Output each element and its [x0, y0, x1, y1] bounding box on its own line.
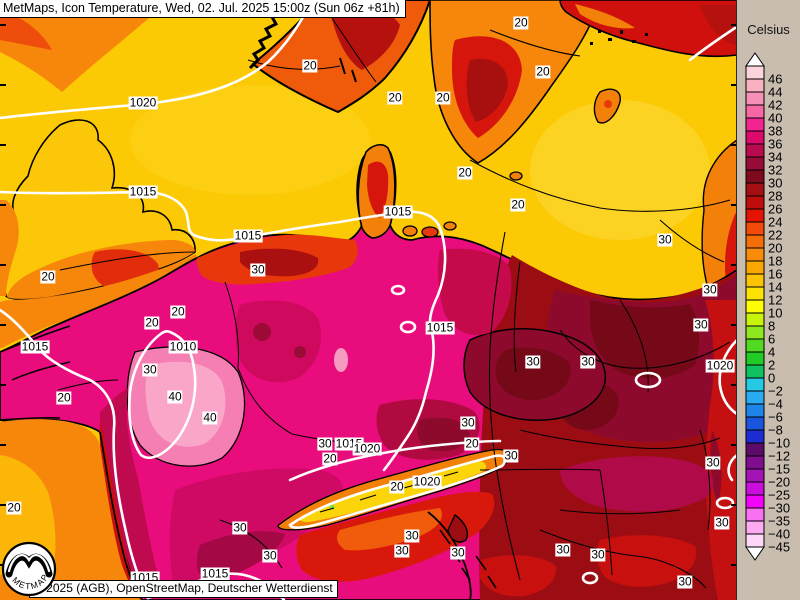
legend-value: 6: [768, 332, 775, 347]
map-label-contour: 30: [317, 436, 333, 451]
map-label-isobar: 1010: [168, 339, 198, 354]
metmaps-logo: METMAPS: [0, 533, 57, 597]
map-label-contour: 30: [142, 362, 158, 377]
map-label-isobar: 1020: [128, 95, 158, 110]
title-bar: MetMaps, Icon Temperature, Wed, 02. Jul.…: [0, 0, 406, 18]
map-label-contour: 20: [144, 315, 160, 330]
map-label-contour: 30: [705, 455, 721, 470]
metmaps-logo-icon: METMAPS: [0, 533, 57, 597]
weather-map[interactable]: 1020 1015 1015 1015 1015 1015 1010 1015 1015 1015…: [0, 0, 737, 600]
map-label-contour: 20: [6, 500, 22, 515]
legend-value: −35: [768, 514, 790, 529]
map-label-contour: 30: [693, 317, 709, 332]
legend-value: −12: [768, 449, 790, 464]
legend-value: 40: [768, 111, 782, 126]
legend-value: −6: [768, 410, 783, 425]
map-label-contour: 20: [535, 64, 551, 79]
legend-value: 12: [768, 293, 782, 308]
map-label-isobar: 1020: [705, 358, 735, 373]
legend-value: −4: [768, 397, 783, 412]
map-label-isobar: 1020: [412, 474, 442, 489]
legend-value: −45: [768, 540, 790, 555]
map-label-contour: 20: [56, 390, 72, 405]
legend-value: −25: [768, 488, 790, 503]
map-label-contour: 20: [389, 479, 405, 494]
colorbar-scale: 4644424038363432302826242220181614121086…: [745, 52, 790, 561]
legend-value: 28: [768, 189, 782, 204]
map-label-isobar: 1015: [233, 228, 263, 243]
map-label-contour: 30: [460, 415, 476, 430]
map-label-contour: 30: [250, 262, 266, 277]
map-label-isobar: 1015: [383, 204, 413, 219]
legend-value: 4: [768, 345, 775, 360]
legend-value: 0: [768, 371, 775, 386]
temperature-map-art: [0, 0, 737, 600]
legend-title: Celsius: [747, 22, 790, 37]
map-title: MetMaps, Icon Temperature, Wed, 02. Jul.…: [3, 1, 400, 15]
map-label-isobar: 1015: [200, 566, 230, 581]
copyright-bar: © 2025 (AGB), OpenStreetMap, Deutscher W…: [29, 580, 338, 598]
map-label-contour: 30: [657, 232, 673, 247]
legend-value: 42: [768, 98, 782, 113]
legend-value: 14: [768, 280, 782, 295]
legend-value: 30: [768, 176, 782, 191]
legend-value: 22: [768, 228, 782, 243]
legend-value: −2: [768, 384, 783, 399]
map-label-isobar: 1020: [352, 441, 382, 456]
legend-value: −10: [768, 436, 790, 451]
map-label-contour: 20: [170, 304, 186, 319]
legend-value: −20: [768, 475, 790, 490]
map-label-contour: 30: [503, 448, 519, 463]
map-label-contour: 20: [464, 436, 480, 451]
map-label-isobar: 1015: [425, 320, 455, 335]
legend-value: 44: [768, 85, 782, 100]
map-label-contour: 20: [302, 58, 318, 73]
map-label-contour: 30: [580, 354, 596, 369]
map-label-contour: 20: [435, 90, 451, 105]
map-label-isobar: 1015: [128, 184, 158, 199]
legend-value: −30: [768, 501, 790, 516]
map-label-contour: 20: [457, 165, 473, 180]
map-label-contour: 40: [167, 389, 183, 404]
legend-value: 18: [768, 254, 782, 269]
map-label-contour: 30: [590, 547, 606, 562]
map-label-contour: 30: [702, 282, 718, 297]
map-label-contour: 20: [40, 269, 56, 284]
legend-value: 16: [768, 267, 782, 282]
legend-value: 20: [768, 241, 782, 256]
map-label-contour: 30: [714, 515, 730, 530]
map-label-contour: 30: [262, 548, 278, 563]
temperature-legend: Celsius 46 44 42 40 38 36 34 32 30 28 26 24 22 20 18 16…: [736, 0, 800, 600]
legend-value: −8: [768, 423, 783, 438]
copyright-text: © 2025 (AGB), OpenStreetMap, Deutscher W…: [34, 581, 333, 595]
legend-value: 46: [768, 72, 782, 87]
legend-value: 10: [768, 306, 782, 321]
legend-value: 8: [768, 319, 775, 334]
map-label-contour: 30: [677, 574, 693, 589]
map-label-contour: 30: [232, 520, 248, 535]
legend-value: 38: [768, 124, 782, 139]
map-label-contour: 20: [510, 197, 526, 212]
map-label-contour: 30: [394, 543, 410, 558]
legend-value: 24: [768, 215, 782, 230]
map-label-contour: 30: [404, 528, 420, 543]
legend-value: 32: [768, 163, 782, 178]
legend-value: −15: [768, 462, 790, 477]
legend-value: −40: [768, 527, 790, 542]
colorbar: 46 44 42 40 38 36 34 32 30 28 26 24 22 20 18 16 14 12 10 8 6…: [745, 52, 800, 572]
legend-value: 34: [768, 150, 782, 165]
legend-value: 2: [768, 358, 775, 373]
map-label-contour: 20: [387, 90, 403, 105]
map-label-contour: 30: [450, 545, 466, 560]
map-label-contour: 30: [525, 354, 541, 369]
legend-value: 26: [768, 202, 782, 217]
map-label-contour: 40: [202, 410, 218, 425]
map-label-contour: 30: [555, 542, 571, 557]
map-label-isobar: 1015: [20, 339, 50, 354]
legend-value: 36: [768, 137, 782, 152]
map-label-contour: 20: [513, 15, 529, 30]
map-label-contour: 20: [322, 451, 338, 466]
